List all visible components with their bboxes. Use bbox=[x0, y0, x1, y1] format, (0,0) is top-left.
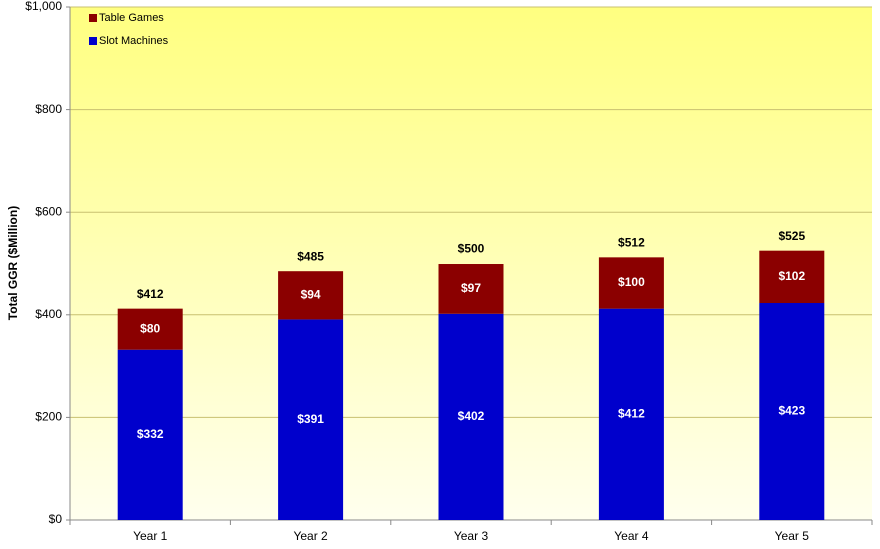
bar-segment bbox=[278, 271, 344, 320]
value-label: $102 bbox=[778, 269, 805, 283]
legend-label: Slot Machines bbox=[99, 35, 169, 47]
total-label: $525 bbox=[778, 229, 805, 243]
bar-segment bbox=[117, 308, 183, 350]
value-label: $97 bbox=[461, 281, 481, 295]
legend-label: Table Games bbox=[99, 12, 164, 24]
value-label: $100 bbox=[618, 275, 645, 289]
value-label: $80 bbox=[140, 321, 160, 335]
value-label: $332 bbox=[137, 427, 164, 441]
bar-segment bbox=[759, 250, 825, 304]
y-tick-label: $200 bbox=[35, 410, 62, 424]
legend-swatch bbox=[89, 37, 97, 45]
bar-segment bbox=[117, 349, 183, 520]
y-tick-label: $400 bbox=[35, 307, 62, 321]
y-tick-label: $1,000 bbox=[25, 0, 62, 13]
bar-segment bbox=[598, 308, 664, 520]
legend-swatch bbox=[89, 14, 97, 22]
bar-segment bbox=[438, 264, 504, 314]
total-label: $500 bbox=[458, 242, 485, 256]
y-tick-label: $600 bbox=[35, 204, 62, 218]
bar-segment bbox=[278, 319, 344, 520]
x-tick-label: Year 2 bbox=[293, 529, 328, 543]
value-label: $402 bbox=[458, 409, 485, 423]
value-label: $412 bbox=[618, 406, 645, 420]
total-label: $485 bbox=[297, 249, 324, 263]
x-tick-label: Year 3 bbox=[454, 529, 489, 543]
y-axis-label: Total GGR ($Million) bbox=[6, 206, 20, 320]
bar-segment bbox=[598, 257, 664, 309]
y-tick-label: $0 bbox=[49, 512, 63, 526]
total-label: $512 bbox=[618, 236, 645, 250]
y-tick-label: $800 bbox=[35, 102, 62, 116]
x-tick-label: Year 4 bbox=[614, 529, 649, 543]
total-label: $412 bbox=[137, 287, 164, 301]
value-label: $423 bbox=[778, 404, 805, 418]
x-tick-label: Year 5 bbox=[775, 529, 810, 543]
bar-segment bbox=[438, 313, 504, 520]
bar-segment bbox=[759, 303, 825, 520]
value-label: $94 bbox=[301, 287, 321, 301]
x-tick-label: Year 1 bbox=[133, 529, 168, 543]
value-label: $391 bbox=[297, 412, 324, 426]
